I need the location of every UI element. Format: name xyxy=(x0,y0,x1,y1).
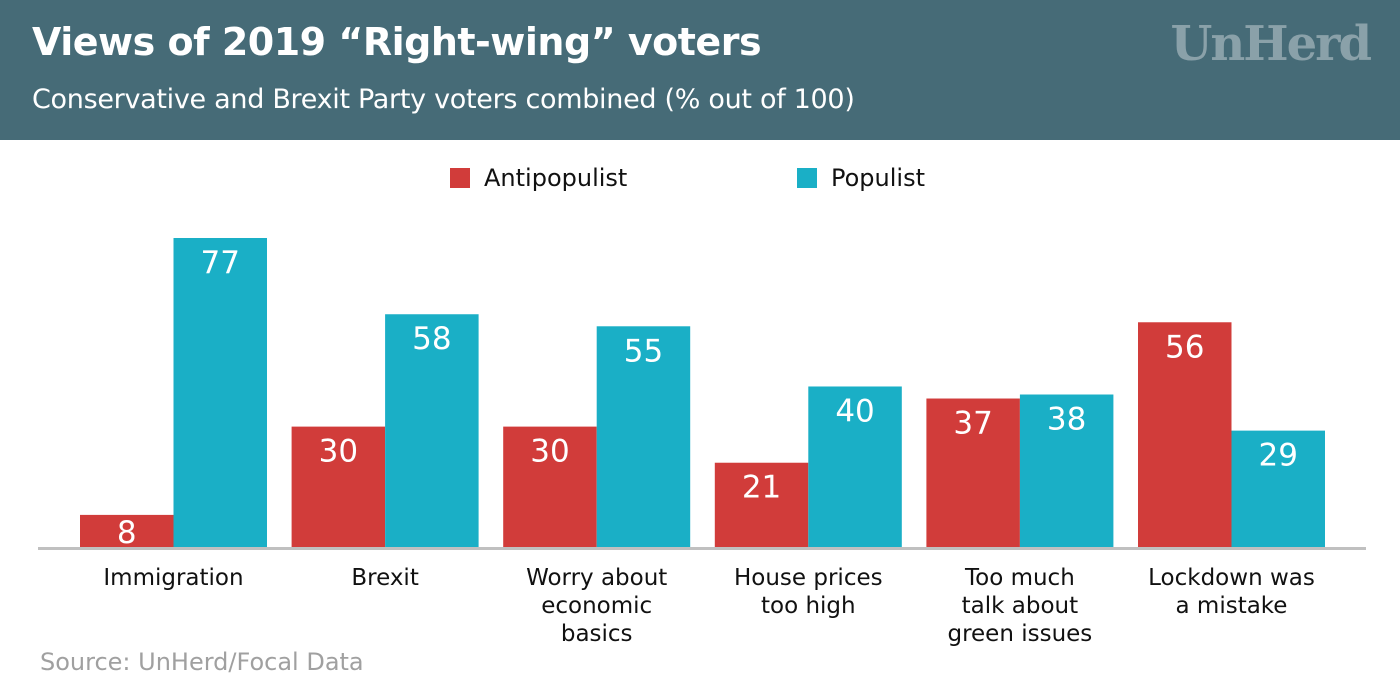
data-label-antipopulist-0: 8 xyxy=(117,515,137,551)
source-note: Source: UnHerd/Focal Data xyxy=(40,648,364,676)
chart-title: Views of 2019 “Right-wing” voters xyxy=(32,20,762,64)
header-banner: Views of 2019 “Right-wing” voters Conser… xyxy=(0,0,1400,140)
data-label-populist-2: 55 xyxy=(624,333,663,369)
bar-populist-3 xyxy=(808,386,902,547)
data-label-antipopulist-3: 21 xyxy=(742,470,781,506)
bar-antipopulist-0 xyxy=(80,514,174,547)
bar-antipopulist-1 xyxy=(291,426,386,547)
data-label-populist-1: 58 xyxy=(412,321,451,357)
bar-populist-4 xyxy=(1019,394,1114,547)
legend-swatch-populist xyxy=(797,168,817,188)
unherd-logo: UnHerd xyxy=(1170,16,1372,72)
bar-antipopulist-5 xyxy=(1138,322,1232,547)
data-label-antipopulist-1: 30 xyxy=(319,434,358,470)
chart-subtitle: Conservative and Brexit Party voters com… xyxy=(32,84,855,115)
legend-label-populist: Populist xyxy=(831,164,925,192)
data-label-populist-3: 40 xyxy=(835,393,874,429)
bar-populist-2 xyxy=(596,326,691,547)
legend-item-populist: Populist xyxy=(797,164,925,192)
legend: Antipopulist Populist xyxy=(0,164,1400,200)
data-label-populist-4: 38 xyxy=(1047,402,1086,438)
bar-antipopulist-3 xyxy=(714,462,809,547)
bar-populist-1 xyxy=(385,314,479,547)
category-label-5: Lockdown was a mistake xyxy=(1148,565,1315,619)
data-label-antipopulist-5: 56 xyxy=(1165,329,1204,365)
category-label-0: Immigration xyxy=(103,565,243,591)
data-label-populist-0: 77 xyxy=(201,245,240,281)
bar-populist-0 xyxy=(173,237,267,547)
legend-swatch-antipopulist xyxy=(450,168,470,188)
category-label-2: Worry about economic basics xyxy=(526,565,667,647)
bar-antipopulist-2 xyxy=(503,426,597,547)
bar-antipopulist-4 xyxy=(926,398,1020,547)
category-label-3: House prices too high xyxy=(734,565,883,619)
data-label-antipopulist-4: 37 xyxy=(953,406,992,442)
bar-populist-5 xyxy=(1231,430,1325,547)
legend-item-antipopulist: Antipopulist xyxy=(450,164,627,192)
category-label-1: Brexit xyxy=(351,565,419,591)
category-label-4: Too much talk about green issues xyxy=(947,565,1092,647)
data-label-populist-5: 29 xyxy=(1259,438,1298,474)
data-label-antipopulist-2: 30 xyxy=(530,434,569,470)
legend-label-antipopulist: Antipopulist xyxy=(484,164,628,192)
